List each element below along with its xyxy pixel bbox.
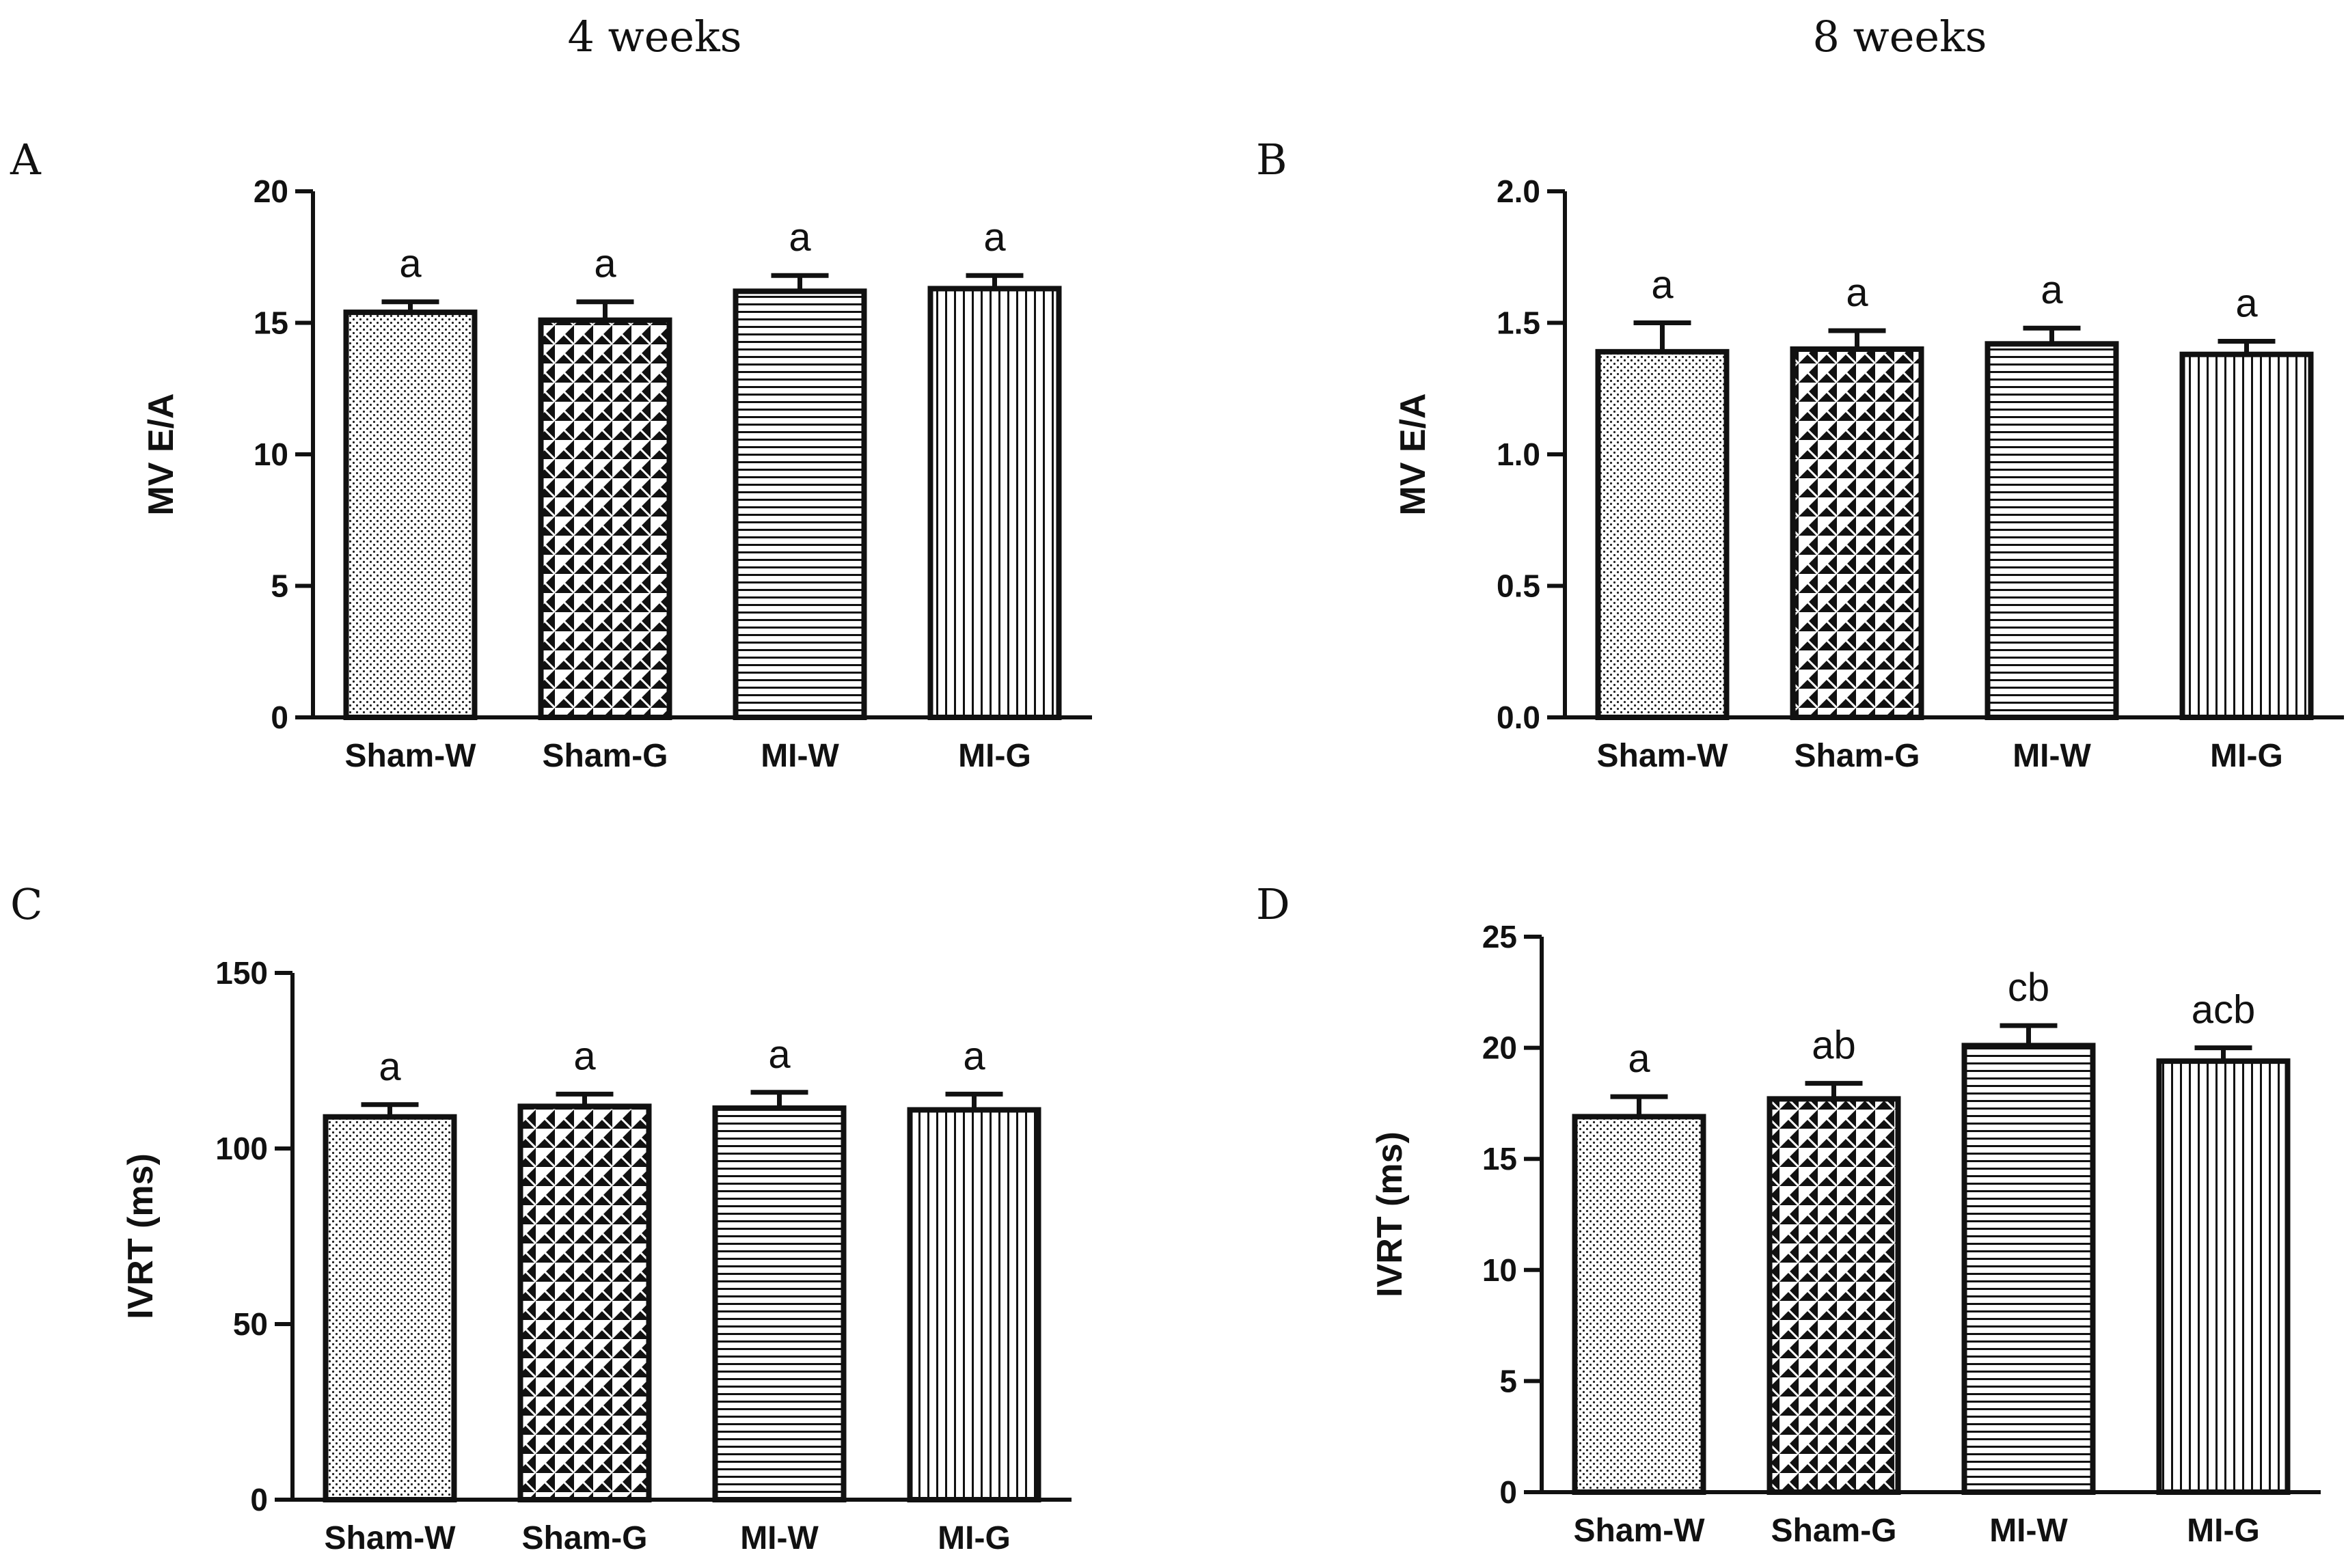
significance-label: a [2235, 281, 2258, 325]
y-axis-label: MV E/A [141, 393, 181, 515]
y-tick-label: 25 [1482, 919, 1517, 954]
bar-sham-w [1595, 348, 1730, 720]
bar-sham-w [323, 1114, 457, 1502]
significance-label: acb [2192, 988, 2256, 1032]
x-category-label: Sham-W [345, 738, 477, 774]
bar-mi-g [907, 1107, 1041, 1502]
y-tick-label: 2.0 [1497, 174, 1540, 209]
x-category-label: MI-G [958, 738, 1031, 774]
significance-label: ab [1812, 1023, 1856, 1068]
y-tick-label: 0 [1499, 1474, 1517, 1510]
y-tick-label: 10 [1482, 1252, 1517, 1288]
bar-sham-g [1767, 1096, 1901, 1495]
significance-label: cb [2008, 965, 2049, 1010]
y-tick-label: 0 [271, 700, 288, 735]
y-tick-label: 15 [1482, 1141, 1517, 1177]
y-tick-label: 150 [215, 955, 268, 991]
significance-label: a [573, 1034, 596, 1078]
significance-label: a [379, 1045, 401, 1089]
x-category-label: MI-W [1989, 1513, 2068, 1549]
bar-mi-w [712, 1105, 847, 1502]
x-category-label: Sham-W [1574, 1513, 1706, 1549]
chart-panel-c: C 0 50 100 150 IVRT (ms) a Sham-W a Sham-G a MI-W a M… [10, 879, 1072, 1556]
bar-sham-g [538, 317, 672, 720]
significance-label: a [1846, 271, 1868, 315]
significance-label: a [963, 1034, 985, 1078]
x-category-label: Sham-G [1794, 738, 1920, 774]
significance-label: a [983, 215, 1006, 260]
bar-sham-w [1572, 1114, 1706, 1495]
bar-mi-w [1984, 341, 2119, 720]
x-category-label: MI-G [2187, 1513, 2260, 1549]
y-tick-label: 5 [271, 568, 288, 604]
bar-sham-g [517, 1103, 652, 1502]
significance-label: a [1628, 1036, 1650, 1081]
x-category-label: MI-G [938, 1520, 1011, 1556]
x-category-label: Sham-W [1597, 738, 1729, 774]
significance-label: a [768, 1032, 791, 1077]
y-axis-label: MV E/A [1393, 393, 1433, 515]
y-tick-label: 0.0 [1497, 700, 1540, 735]
bar-mi-g [2179, 351, 2314, 720]
x-category-label: Sham-G [1771, 1513, 1896, 1549]
x-category-label: MI-W [740, 1520, 819, 1556]
y-tick-label: 15 [254, 305, 288, 341]
x-category-label: Sham-W [325, 1520, 456, 1556]
significance-label: a [594, 242, 616, 286]
significance-label: a [789, 215, 811, 260]
y-tick-label: 50 [233, 1306, 268, 1342]
x-category-label: MI-W [2013, 738, 2091, 774]
y-tick-label: 20 [1482, 1030, 1517, 1066]
column-title-8-weeks: 8 weeks [1813, 12, 1987, 61]
bar-mi-g [2156, 1058, 2291, 1496]
panel-letter: C [10, 879, 42, 929]
x-category-label: Sham-G [521, 1520, 647, 1556]
y-axis-label: IVRT (ms) [1370, 1131, 1410, 1297]
significance-label: a [1651, 263, 1674, 307]
chart-panel-d: D 0 5 10 15 20 25 IVRT (ms) a Sham-W ab Sham-G cb MI-… [1256, 879, 2321, 1549]
y-tick-label: 1.5 [1497, 305, 1540, 341]
bar-mi-w [733, 288, 867, 720]
bar-sham-g [1790, 346, 1924, 720]
y-tick-label: 5 [1499, 1363, 1517, 1399]
chart-panel-a: A 0 5 10 15 20 MV E/A a Sham-W a Sham-G a MI-W a MI-G [10, 135, 1092, 774]
x-category-label: MI-G [2210, 738, 2283, 774]
panel-letter: A [10, 135, 42, 184]
x-category-label: MI-W [761, 738, 839, 774]
y-axis-label: IVRT (ms) [121, 1153, 161, 1319]
y-tick-label: 0 [250, 1482, 268, 1517]
y-tick-label: 0.5 [1497, 568, 1540, 604]
significance-label: a [399, 242, 422, 286]
bar-sham-w [343, 310, 478, 721]
column-title-4-weeks: 4 weeks [568, 12, 742, 61]
y-tick-label: 100 [215, 1131, 268, 1166]
bar-mi-w [1961, 1043, 2096, 1495]
significance-label: a [2041, 268, 2063, 312]
x-category-label: Sham-G [542, 738, 668, 774]
bar-mi-g [927, 286, 1062, 720]
y-tick-label: 20 [254, 174, 288, 209]
y-tick-label: 1.0 [1497, 437, 1540, 472]
y-tick-label: 10 [254, 437, 288, 472]
chart-panel-b: B 0.0 0.5 1.0 1.5 2.0 MV E/A a Sham-W a Sham-G a MI-… [1256, 135, 2344, 774]
panel-letter: B [1256, 135, 1287, 184]
panel-letter: D [1256, 879, 1290, 929]
